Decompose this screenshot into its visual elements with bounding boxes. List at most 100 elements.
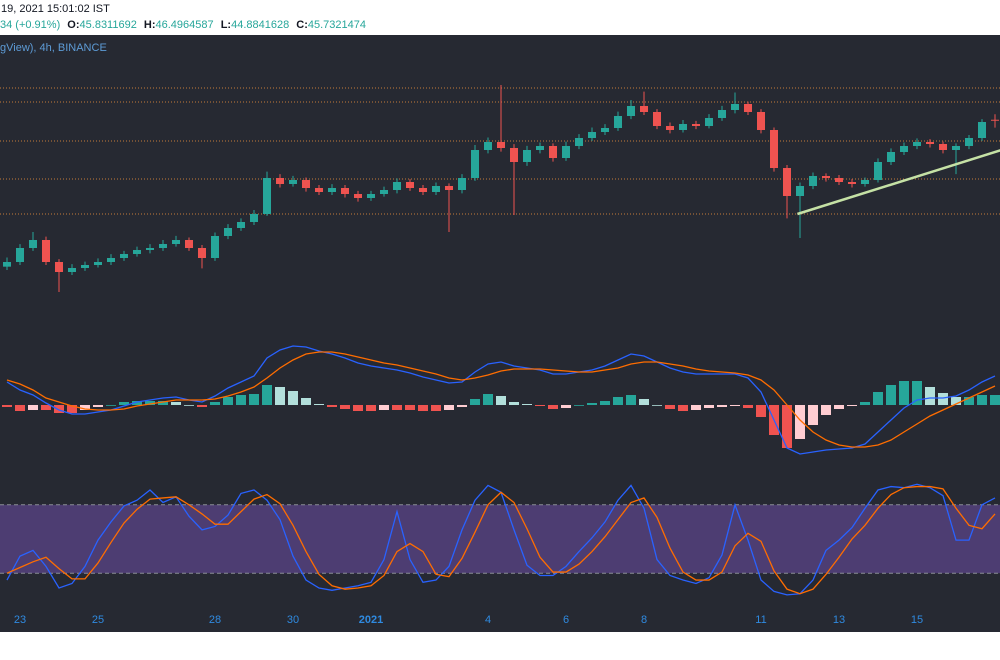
candle-body <box>874 162 882 180</box>
histogram-bar <box>41 405 51 410</box>
ohlc-value: 45.7321474 <box>308 19 366 31</box>
candle-body <box>211 236 219 258</box>
candle-body <box>341 188 349 194</box>
histogram-bar <box>925 387 935 405</box>
histogram-bar <box>977 395 987 405</box>
histogram-bar <box>158 401 168 405</box>
histogram-bar <box>626 395 636 405</box>
candle-body <box>965 138 973 146</box>
candle-body <box>822 176 830 178</box>
candle-body <box>302 180 310 188</box>
histogram-bar <box>691 405 701 410</box>
histogram-bar <box>431 405 441 411</box>
candle-body <box>367 194 375 198</box>
candle-body <box>731 104 739 110</box>
x-tick-label: 25 <box>92 614 104 626</box>
candle-body <box>653 112 661 126</box>
ohlc-label: O: <box>67 19 79 31</box>
candle-body <box>263 178 271 214</box>
ohlc-label: C: <box>296 19 308 31</box>
histogram-bar <box>106 405 116 406</box>
histogram-bar <box>314 404 324 405</box>
x-tick-label: 23 <box>14 614 26 626</box>
histogram-bar <box>873 392 883 405</box>
histogram-bar <box>457 405 467 407</box>
candle-body <box>627 106 635 116</box>
candle-body <box>172 240 180 244</box>
histogram-bar <box>678 405 688 411</box>
candle-body <box>562 146 570 158</box>
histogram-bar <box>860 402 870 405</box>
candle-body <box>185 240 193 248</box>
candle-body <box>133 250 141 254</box>
histogram-bar <box>67 405 77 413</box>
histogram-bar <box>379 405 389 410</box>
histogram-bar <box>93 405 103 407</box>
histogram-bar <box>587 403 597 405</box>
x-tick-label: 4 <box>485 614 491 626</box>
candle-body <box>497 142 505 148</box>
band-fill <box>0 504 1000 574</box>
candle-body <box>705 118 713 126</box>
candle-body <box>432 186 440 192</box>
candle-body <box>978 122 986 138</box>
candle-body <box>484 142 492 150</box>
histogram-bar <box>847 405 857 406</box>
candle-body <box>393 182 401 190</box>
x-tick-label: 13 <box>833 614 845 626</box>
change: 34 (+0.91%) <box>0 19 60 31</box>
histogram-bar <box>964 397 974 405</box>
candle-body <box>380 190 388 194</box>
candle-body <box>809 176 817 186</box>
indicator-line <box>6 345 996 455</box>
histogram-bar <box>197 405 207 407</box>
histogram-bar <box>756 405 766 417</box>
ohlc-value: 45.8311692 <box>80 19 137 31</box>
candle-body <box>549 146 557 158</box>
header-bg <box>0 0 1000 35</box>
candle-body <box>614 116 622 128</box>
candle-body <box>692 124 700 126</box>
histogram-bar <box>483 394 493 405</box>
histogram-bar <box>990 395 1000 405</box>
histogram-bar <box>418 405 428 411</box>
candle-body <box>198 248 206 258</box>
histogram-bar <box>795 405 805 439</box>
histogram-bar <box>301 398 311 405</box>
candle-body <box>55 262 63 272</box>
candle-body <box>81 265 89 268</box>
histogram-bar <box>275 387 285 405</box>
histogram-bar <box>574 405 584 406</box>
candle-body <box>770 130 778 168</box>
histogram-bar <box>899 381 909 405</box>
candle-body <box>640 106 648 112</box>
candle-body <box>29 240 37 248</box>
candle-body <box>68 268 76 272</box>
histogram-bar <box>132 401 142 405</box>
candle-body <box>406 182 414 188</box>
histogram-bar <box>54 405 64 413</box>
histogram-bar <box>509 402 519 405</box>
histogram-bar <box>834 405 844 409</box>
candle-body <box>783 168 791 196</box>
candle-body <box>718 110 726 118</box>
candle-body <box>107 258 115 262</box>
histogram-bar <box>730 405 740 406</box>
candle-body <box>276 178 284 184</box>
candle-body <box>16 248 24 262</box>
histogram-bar <box>2 405 12 407</box>
candle-body <box>315 188 323 192</box>
candle-body <box>900 146 908 152</box>
ohlc-value: 46.4964587 <box>156 19 214 31</box>
candle-body <box>926 142 934 144</box>
candle-body <box>419 188 427 192</box>
candle-body <box>601 128 609 132</box>
histogram-bar <box>405 405 415 410</box>
histogram-bar <box>951 397 961 405</box>
candle-body <box>575 138 583 146</box>
histogram-bar <box>639 399 649 405</box>
candle-body <box>796 186 804 196</box>
histogram-bar <box>886 385 896 405</box>
candle-body <box>94 262 102 265</box>
candle-body <box>861 180 869 184</box>
